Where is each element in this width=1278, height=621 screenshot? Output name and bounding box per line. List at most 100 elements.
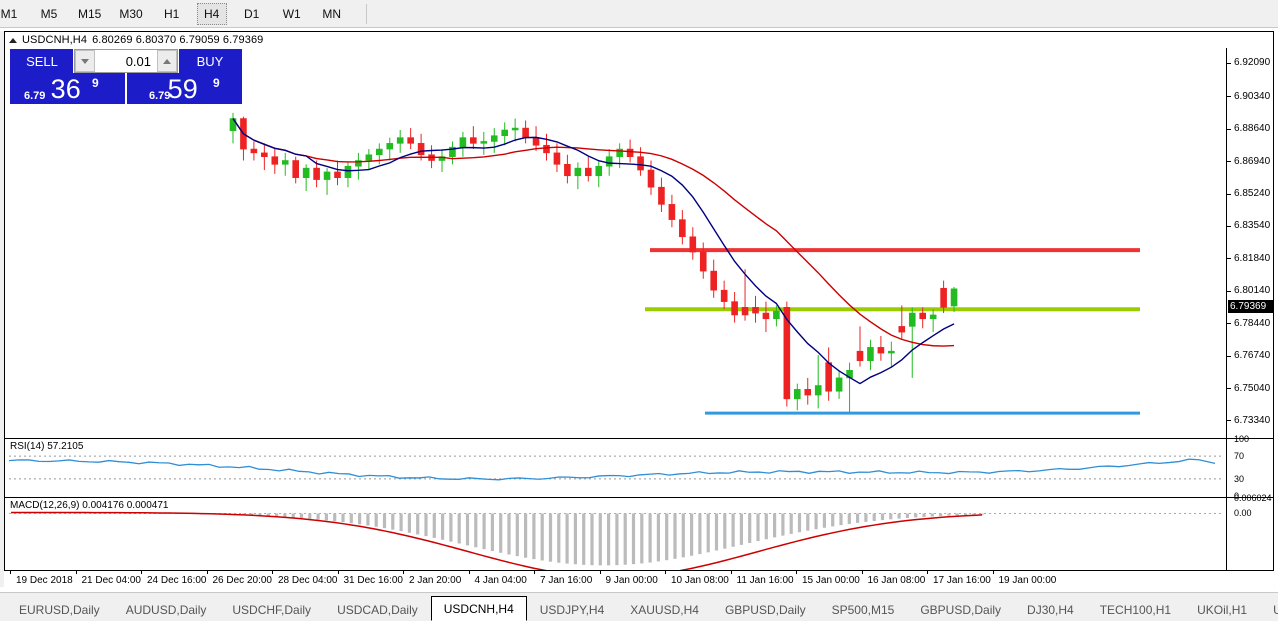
timeframe-button-d1[interactable]: D1 bbox=[244, 6, 260, 21]
macd-signal-line bbox=[10, 511, 983, 579]
chart-tab-audusd-daily[interactable]: AUDUSD,Daily bbox=[125, 602, 207, 617]
candle-body bbox=[793, 389, 801, 400]
chart-tab-usdcad-daily[interactable]: USDCAD,Daily bbox=[337, 602, 418, 617]
ma-fast-line bbox=[232, 118, 955, 385]
chart-tab-dj30-h4[interactable]: DJ30,H4 bbox=[1027, 602, 1074, 617]
price-scale-tick: 6.78440 bbox=[1227, 318, 1273, 329]
buy-price-prefix: 6.79 bbox=[149, 90, 171, 102]
candle-body bbox=[658, 186, 665, 205]
time-axis-tick: 28 Dec 04:00 bbox=[272, 570, 338, 586]
chart-tab-u[interactable]: U bbox=[1273, 602, 1278, 617]
scale-separator bbox=[1227, 438, 1273, 439]
time-axis-tick: 24 Dec 16:00 bbox=[141, 570, 207, 586]
buy-price-big: 59 bbox=[167, 73, 198, 104]
time-axis-tick: 26 Dec 20:00 bbox=[206, 570, 272, 586]
timeframe-button-h4[interactable]: H4 bbox=[196, 2, 227, 25]
candle-body bbox=[773, 310, 780, 320]
candle-body bbox=[762, 312, 770, 320]
candle-body bbox=[856, 350, 864, 362]
sell-price-box[interactable]: 6.79 36 9 bbox=[10, 73, 125, 104]
timeframe-toolbar: M1 M5 M15 M30 H1 H4 D1 W1 MN bbox=[0, 0, 1278, 28]
candle-body bbox=[511, 127, 519, 131]
chart-symbol-label: USDCNH,H4 bbox=[22, 34, 88, 46]
candle-body bbox=[375, 148, 383, 156]
toolbar-separator bbox=[365, 3, 367, 24]
time-axis-tick: 15 Jan 00:00 bbox=[796, 570, 860, 586]
candle-body bbox=[616, 148, 623, 157]
timeframe-button-m15[interactable]: M15 bbox=[78, 6, 102, 21]
price-scale-tick: 6.75040 bbox=[1227, 383, 1273, 394]
candle-body bbox=[741, 307, 749, 316]
price-pane[interactable] bbox=[5, 48, 1228, 437]
time-axis-tick: 16 Jan 08:00 bbox=[861, 570, 925, 586]
timeframe-button-w1[interactable]: W1 bbox=[282, 6, 301, 21]
chart-tab-usdcnh-h4[interactable]: USDCNH,H4 bbox=[430, 596, 527, 621]
volume-decrement-button[interactable] bbox=[75, 50, 95, 72]
candle-body bbox=[480, 141, 488, 144]
chart-tab-eurusd-daily[interactable]: EURUSD,Daily bbox=[19, 602, 100, 617]
price-scale[interactable]: 6.92090 6.90340 6.88640 6.86940 6.85240 6.835… bbox=[1226, 48, 1275, 591]
time-axis-tick: 4 Jan 04:00 bbox=[468, 570, 527, 586]
candle-body bbox=[731, 301, 738, 316]
volume-increment-button[interactable] bbox=[157, 50, 177, 72]
candle-body bbox=[752, 307, 759, 314]
ma-slow-line bbox=[232, 118, 955, 347]
timeframe-button-mn[interactable]: MN bbox=[322, 6, 342, 21]
chart-tab-tech100-h1[interactable]: TECH100,H1 bbox=[1099, 602, 1172, 617]
candle-body bbox=[783, 307, 791, 400]
candle-body bbox=[334, 171, 341, 178]
price-scale-tick: 6.85240 bbox=[1227, 188, 1273, 199]
candle-body bbox=[459, 137, 467, 148]
sell-button[interactable]: SELL bbox=[10, 49, 73, 73]
sell-price-prefix: 6.79 bbox=[24, 90, 46, 102]
rsi-pane[interactable]: RSI(14) 57.2105 bbox=[5, 438, 1228, 496]
rsi-scale-tick: 70 bbox=[1234, 451, 1245, 462]
candle-body bbox=[532, 137, 540, 146]
candle-body bbox=[814, 385, 822, 396]
volume-input[interactable]: 0.01 bbox=[95, 50, 157, 72]
candle-body bbox=[292, 160, 300, 178]
buy-button[interactable]: BUY bbox=[179, 49, 242, 73]
candle-body bbox=[877, 347, 885, 354]
time-axis-tick: 2 Jan 20:00 bbox=[403, 570, 461, 586]
timeframe-button-m5[interactable]: M5 bbox=[40, 6, 58, 21]
one-click-trading-panel[interactable]: SELL 0.01 BUY 6.79 36 9 6.79 59 9 bbox=[10, 49, 242, 104]
candle-body bbox=[344, 165, 352, 178]
candle-body bbox=[804, 389, 812, 396]
candle-body bbox=[584, 167, 592, 177]
candle-body bbox=[574, 167, 582, 177]
chart-tab-xauusd-h4[interactable]: XAUUSD,H4 bbox=[630, 602, 699, 617]
candle-body bbox=[355, 160, 362, 167]
macd-pane[interactable]: MACD(12,26,9) 0.004176 0.000471 bbox=[5, 497, 1228, 587]
chart-tab-bar: EURUSD,Daily AUDUSD,Daily USDCHF,Daily USDC… bbox=[0, 592, 1278, 621]
time-axis-tick: 19 Dec 2018 bbox=[10, 570, 73, 586]
chart-tab-usdjpy-h4[interactable]: USDJPY,H4 bbox=[539, 602, 605, 617]
macd-scale-tick: 0.00 bbox=[1234, 508, 1252, 519]
chart-tab-gbpusd-daily[interactable]: GBPUSD,Daily bbox=[724, 602, 806, 617]
price-scale-tick: 6.92090 bbox=[1227, 57, 1273, 68]
buy-price-box[interactable]: 6.79 59 9 bbox=[127, 73, 242, 104]
price-scale-tick: 6.83540 bbox=[1227, 220, 1273, 231]
candle-body bbox=[501, 129, 509, 137]
chart-tab-usdchf-daily[interactable]: USDCHF,Daily bbox=[232, 602, 312, 617]
candle-body bbox=[679, 219, 686, 238]
timeframe-button-m30[interactable]: M30 bbox=[119, 6, 143, 21]
candle-body bbox=[888, 350, 895, 354]
candle-body bbox=[950, 288, 958, 307]
candle-body bbox=[313, 167, 320, 180]
chart-window: USDCNH,H4 6.80269 6.80370 6.79059 6.7936… bbox=[4, 31, 1275, 591]
candle-body bbox=[835, 377, 843, 392]
time-axis-tick: 31 Dec 16:00 bbox=[337, 570, 403, 586]
candle-body bbox=[396, 137, 404, 144]
timeframe-button-h1[interactable]: H1 bbox=[164, 6, 180, 21]
chart-tab-sp500-m15[interactable]: SP500,M15 bbox=[831, 602, 895, 617]
timeframe-button-m1[interactable]: M1 bbox=[0, 6, 18, 21]
time-axis: 19 Dec 2018 21 Dec 04:00 24 Dec 16:00 26 De… bbox=[4, 570, 1274, 590]
collapse-triangle-icon[interactable] bbox=[9, 37, 17, 43]
volume-stepper[interactable]: 0.01 bbox=[74, 49, 178, 73]
time-axis-tick: 7 Jan 16:00 bbox=[534, 570, 592, 586]
price-scale-tick: 6.73340 bbox=[1227, 415, 1273, 426]
chart-tab-gbpusd-daily[interactable]: GBPUSD,Daily bbox=[920, 602, 1002, 617]
left-edge-strip bbox=[0, 31, 4, 587]
chart-tab-ukoil-h1[interactable]: UKOil,H1 bbox=[1197, 602, 1248, 617]
